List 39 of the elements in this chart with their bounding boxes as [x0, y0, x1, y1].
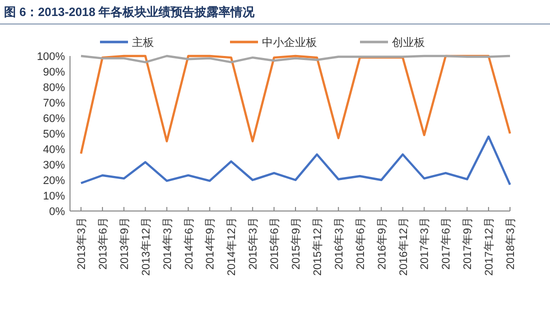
- x-tick-label: 2014年6月: [183, 217, 196, 270]
- x-tick-label: 2014年12月: [226, 217, 238, 276]
- x-tick-label: 2017年3月: [419, 217, 432, 270]
- x-tick-label: 2014年3月: [162, 217, 174, 270]
- x-tick-label: 2018年3月: [505, 217, 517, 270]
- y-tick-label: 40%: [42, 144, 66, 156]
- x-tick-label: 2016年12月: [398, 217, 410, 276]
- x-tick-label: 2013年6月: [97, 217, 110, 270]
- x-tick-label: 2015年12月: [312, 217, 324, 276]
- x-tick-label: 2015年3月: [248, 217, 260, 270]
- x-tick-label: 2013年9月: [118, 217, 131, 270]
- y-tick-label: 70%: [42, 97, 66, 110]
- chart-title: 图 6：2013-2018 年各板块业绩预告披露率情况: [4, 5, 256, 19]
- line-series: [80, 54, 512, 64]
- legend-label: 创业板: [392, 36, 425, 49]
- x-tick-label: 2016年6月: [354, 217, 367, 270]
- x-tick-label: 2017年12月: [484, 217, 496, 276]
- y-tick-label: 60%: [42, 112, 66, 125]
- x-tick-label: 2014年9月: [204, 217, 217, 270]
- legend-label: 主板: [132, 36, 154, 49]
- line-series: [80, 136, 512, 186]
- line-series: [80, 54, 512, 155]
- x-tick-label: 2016年3月: [333, 217, 346, 270]
- y-tick-label: 50%: [42, 128, 66, 140]
- x-tick-label: 2013年12月: [140, 217, 152, 276]
- x-tick-label: 2013年3月: [76, 217, 88, 270]
- x-tick-label: 2017年6月: [440, 217, 453, 270]
- y-tick-label: 80%: [42, 82, 66, 94]
- x-tick-label: 2015年9月: [290, 217, 302, 270]
- legend-label: 中小企业板: [262, 36, 317, 49]
- x-tick-label: 2015年6月: [269, 217, 282, 270]
- y-tick-label: 30%: [42, 159, 66, 172]
- y-tick-label: 90%: [42, 66, 66, 78]
- y-tick-label: 0%: [49, 206, 66, 218]
- x-tick-label: 2016年9月: [376, 217, 388, 270]
- y-tick-label: 20%: [42, 174, 66, 187]
- y-tick-label: 10%: [42, 190, 66, 202]
- y-tick-label: 100%: [36, 50, 66, 63]
- x-tick-label: 2017年9月: [462, 217, 474, 270]
